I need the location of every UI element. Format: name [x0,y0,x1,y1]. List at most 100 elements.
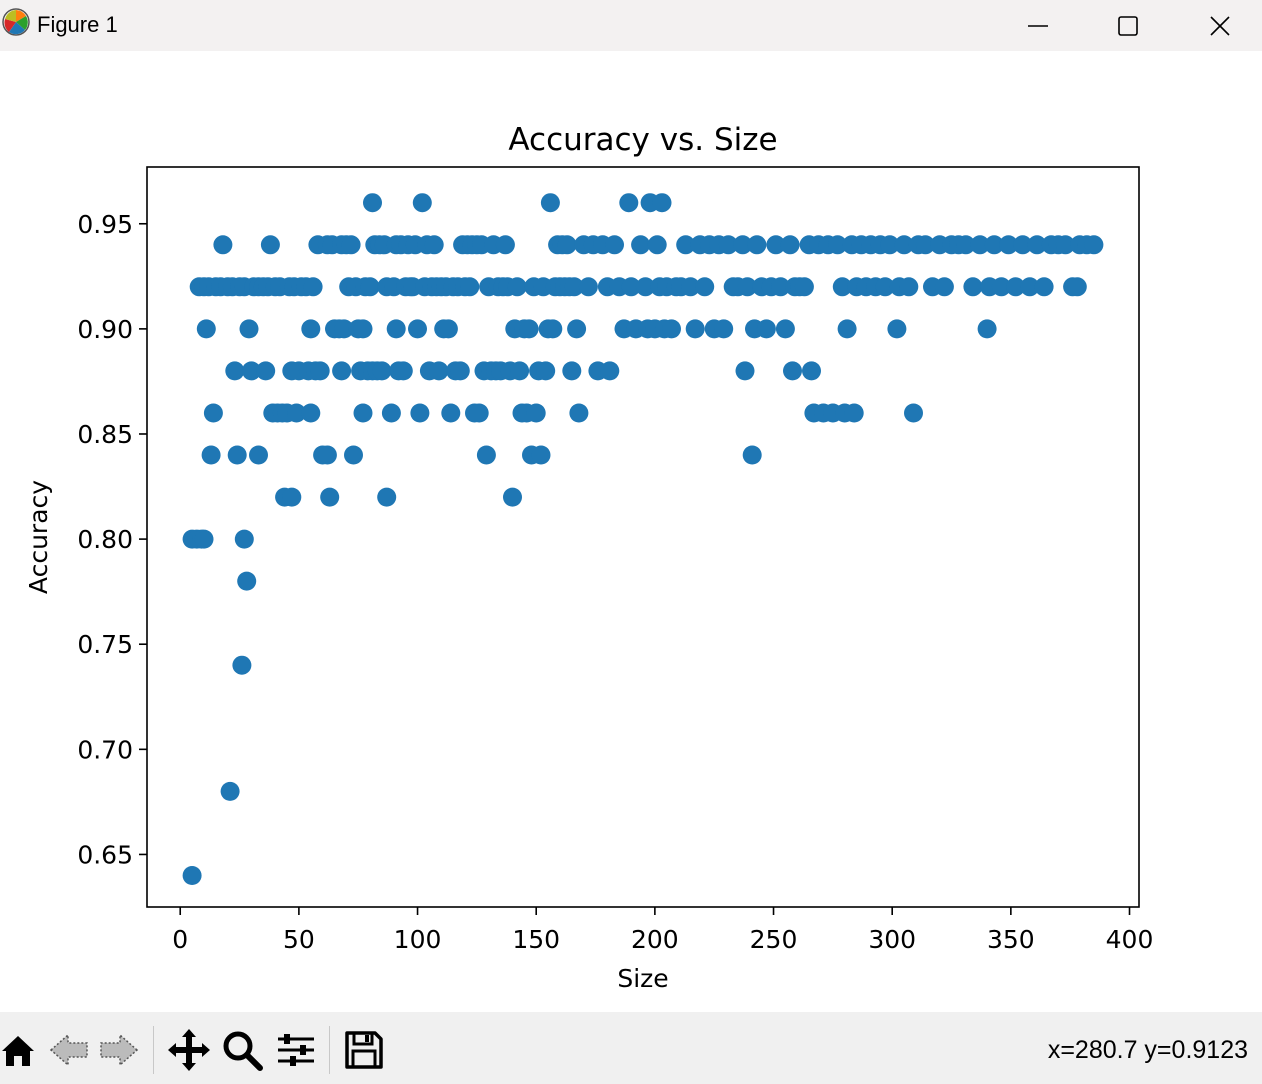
save-button[interactable] [339,1025,389,1075]
scatter-point [256,361,276,381]
scatter-point [526,403,546,423]
minimize-icon [1028,24,1048,27]
x-tick-label: 150 [512,925,560,954]
scatter-point [844,403,864,423]
scatter-point [353,403,373,423]
scatter-point [303,277,323,297]
back-button[interactable] [44,1025,94,1075]
scatter-point [631,235,651,255]
scatter-point [507,277,527,297]
navigation-toolbar [0,1012,1262,1084]
home-icon [2,1036,34,1066]
scatter-point [685,319,705,339]
x-tick-label: 250 [750,925,798,954]
scatter-point [733,235,753,255]
scatter-point [194,529,214,549]
scatter-point [970,235,990,255]
save-disk-icon [345,1031,383,1069]
matplotlib-logo-icon [2,8,30,36]
scatter-point [196,319,216,339]
scatter-point [429,361,449,381]
scatter-point [899,277,919,297]
scatter-point [1013,235,1033,255]
scatter-point [341,235,361,255]
scatter-points [182,193,1104,885]
scatter-point [239,319,259,339]
forward-button[interactable] [94,1025,144,1075]
scatter-point [460,277,480,297]
x-axis-label: Size [617,964,668,993]
scatter-point [894,235,914,255]
scatter-point [828,235,848,255]
scatter-point [353,319,373,339]
scatter-point [635,277,655,297]
window-titlebar: Figure 1 [0,0,1262,51]
home-button[interactable] [0,1025,43,1075]
y-tick-label: 0.75 [77,630,133,659]
scatter-point [564,277,584,297]
scatter-point [301,319,321,339]
zoom-button[interactable] [217,1025,267,1075]
x-tick-label: 50 [283,925,315,954]
y-tick-label: 0.65 [77,840,133,869]
scatter-point [1027,235,1047,255]
scatter-point [605,235,624,255]
scatter-point [934,277,954,297]
scatter-point [1055,235,1075,255]
toolbar-separator [329,1026,330,1074]
scatter-point [652,193,672,213]
scatter-point [531,445,551,465]
scatter-point [977,319,997,339]
forward-arrow-icon [100,1033,139,1067]
scatter-point [408,319,427,339]
y-tick-label: 0.90 [77,315,133,344]
scatter-point [963,277,983,297]
close-button[interactable] [1174,0,1262,51]
scatter-point [282,487,302,507]
scatter-point [766,235,786,255]
scatter-point [540,193,560,213]
scatter-point [775,319,795,339]
scatter-point [718,235,738,255]
scatter-point [578,277,598,297]
scatter-point [756,319,776,339]
pan-move-icon [168,1029,210,1071]
pan-button[interactable] [164,1025,214,1075]
y-axis-label: Accuracy [24,480,53,594]
scatter-point [880,235,900,255]
configure-subplots-button[interactable] [271,1025,321,1075]
x-tick-label: 0 [172,925,188,954]
minimize-button[interactable] [992,0,1084,51]
x-axis: 0 50 100 150 200 250 300 350 400 [172,907,1153,954]
scatter-point [182,866,202,885]
y-tick-label: 0.70 [77,735,133,764]
scatter-point [424,235,444,255]
figure-canvas[interactable]: Accuracy vs. Size 0 50 100 150 200 250 300 350 4… [0,51,1262,1012]
maximize-icon [1118,15,1138,36]
scatter-chart[interactable]: Accuracy vs. Size 0 50 100 150 200 250 300 350 4… [0,51,1262,1012]
scatter-point [737,277,757,297]
scatter-point [301,403,321,423]
x-tick-label: 200 [631,925,679,954]
scatter-point [469,403,489,423]
scatter-point [412,193,432,213]
scatter-point [234,529,254,549]
scatter-point [441,403,461,423]
scatter-point [237,571,257,591]
scatter-point [386,319,406,339]
y-tick-label: 0.80 [77,525,133,554]
chart-title: Accuracy vs. Size [508,122,777,158]
scatter-point [600,361,620,381]
scatter-point [676,235,696,255]
maximize-button[interactable] [1082,0,1174,51]
window-title: Figure 1 [37,12,118,37]
scatter-point [794,277,814,297]
toolbar-separator [153,1026,154,1074]
scatter-point [1034,277,1054,297]
scatter-point [662,319,681,339]
scatter-point [904,403,923,423]
scatter-point [956,235,976,255]
scatter-point [647,235,667,255]
scatter-point [1020,277,1040,297]
scatter-point [887,319,907,339]
